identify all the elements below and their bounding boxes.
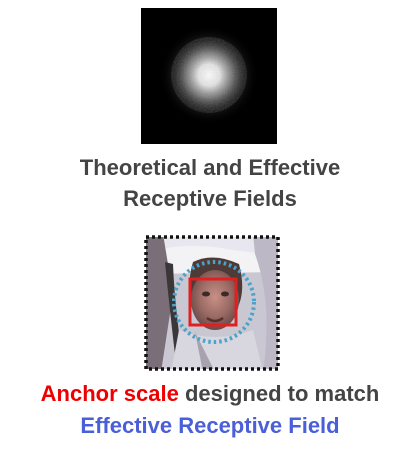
anchor-scale-highlight: Anchor scale [40, 381, 179, 406]
face-photo [146, 237, 278, 369]
theoretical-receptive-field [144, 235, 280, 371]
bottom-caption: Anchor scale designed to match Effective… [0, 378, 420, 442]
anchor-box [188, 277, 238, 327]
effective-receptive-field-label: Effective Receptive Field [80, 413, 340, 438]
top-caption-line-1: Theoretical and Effective [79, 155, 341, 180]
effective-field-noise [171, 37, 247, 113]
receptive-field-heatmap [141, 8, 277, 144]
effective-receptive-field-circle [172, 260, 256, 344]
top-caption-line-2: Receptive Fields [123, 186, 297, 211]
face-anchor-figure [144, 235, 280, 371]
bottom-caption-rest: designed to match [178, 381, 380, 406]
bottom-caption-line-1: Anchor scale designed to match [0, 378, 420, 410]
top-caption: Theoretical and Effective Receptive Fiel… [0, 152, 420, 214]
